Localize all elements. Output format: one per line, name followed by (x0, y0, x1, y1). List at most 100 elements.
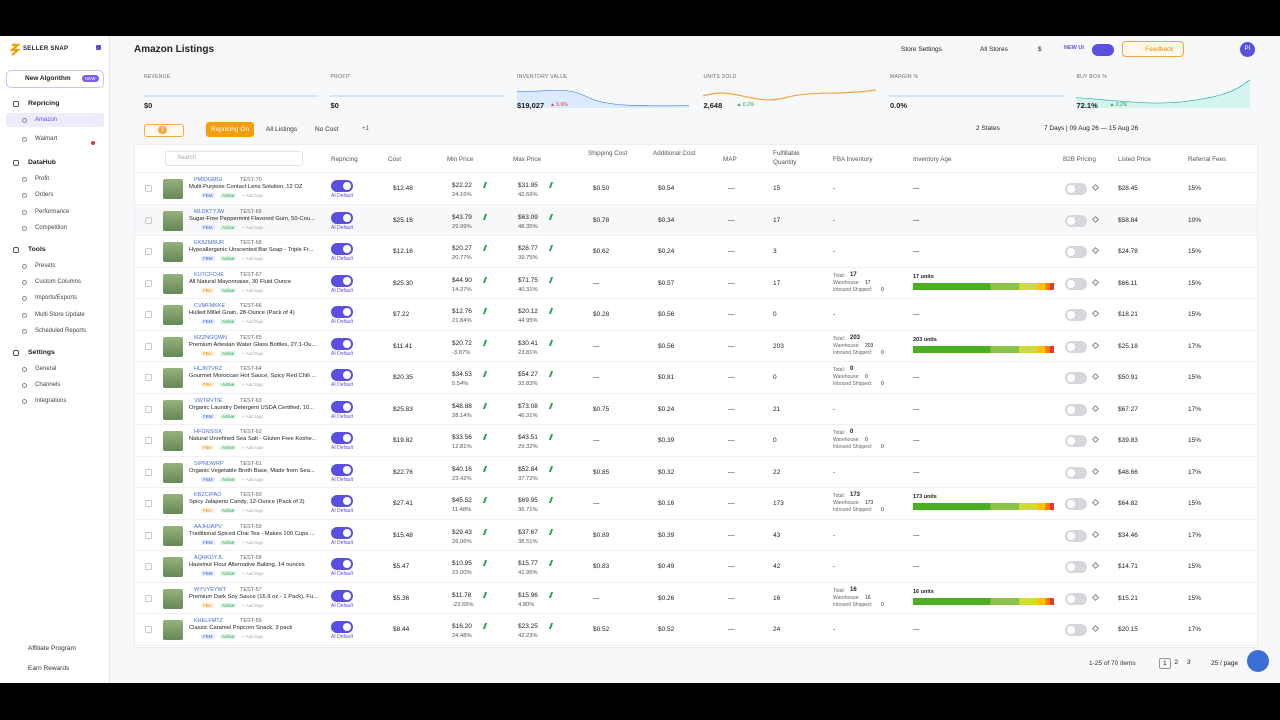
b2b-toggle[interactable] (1065, 214, 1087, 227)
b2b-toggle[interactable] (1065, 309, 1087, 321)
add-tags[interactable]: + Add tags (242, 602, 264, 608)
product-title[interactable]: All Natural Mayonnaise, 30 Fluid Ounce (189, 278, 292, 285)
footer-link[interactable]: Earn Rewards (28, 665, 70, 672)
page-button[interactable]: 3 (1187, 659, 1191, 666)
repricing-toggle[interactable] (331, 495, 353, 507)
page-button[interactable]: 1 (1159, 658, 1171, 669)
page-size[interactable]: 25 / page (1211, 660, 1239, 667)
b2b-toggle[interactable] (1065, 277, 1087, 290)
repricing-toggle[interactable] (331, 589, 353, 602)
repricing-toggle[interactable] (331, 337, 353, 350)
edit-icon[interactable] (1091, 561, 1100, 570)
nav-item[interactable]: Scheduled Reports (35, 328, 87, 335)
nav-item[interactable]: Profit (35, 176, 50, 182)
row-checkbox[interactable] (145, 248, 152, 255)
edit-icon[interactable] (1091, 498, 1100, 507)
add-tags[interactable]: + Add tags (242, 319, 264, 324)
nav-item[interactable]: Multi Store Update (35, 311, 85, 318)
nav-item[interactable]: Walmart (35, 136, 58, 142)
nav-item[interactable]: General (35, 365, 57, 372)
repricing-toggle[interactable] (331, 463, 353, 476)
b2b-toggle[interactable] (1065, 435, 1087, 447)
edit-icon[interactable] (1091, 183, 1100, 192)
add-tags[interactable]: + Add tags (242, 193, 264, 198)
nav-section[interactable]: Tools (28, 245, 46, 253)
chat-button[interactable] (1247, 650, 1269, 672)
asin[interactable]: EK8ZMBUR (194, 240, 224, 246)
repricing-on[interactable]: Repricing On (206, 122, 254, 137)
new-ui-toggle[interactable] (1092, 44, 1114, 56)
edit-icon[interactable] (1091, 435, 1100, 444)
row-checkbox[interactable] (145, 342, 152, 350)
repricing-toggle[interactable] (331, 306, 353, 318)
search-placeholder[interactable]: Search (177, 155, 197, 161)
b2b-toggle[interactable] (1065, 340, 1087, 353)
nav-item[interactable]: Orders (35, 192, 54, 199)
asin[interactable]: SIPNDWRP (194, 460, 224, 467)
new-algorithm-button[interactable]: New Algorithm NEW (6, 70, 104, 88)
product-title[interactable]: Organic Laundry Detergent USDA Certified… (189, 404, 315, 411)
repricing-toggle[interactable] (331, 369, 353, 381)
row-checkbox[interactable] (145, 500, 152, 507)
edit-icon[interactable] (1091, 467, 1100, 475)
add-tags[interactable]: + Add tags (242, 508, 264, 513)
b2b-toggle[interactable] (1065, 403, 1087, 416)
asin[interactable]: HFGNSISK (194, 429, 223, 435)
row-checkbox[interactable] (145, 311, 152, 318)
product-title[interactable]: Hulled Millet Grain, 28-Ounce (Pack of 4… (189, 310, 295, 316)
asin[interactable]: PMIDGMGI (194, 177, 223, 183)
feedback-button[interactable]: Feedback (1122, 41, 1184, 57)
repricing-toggle[interactable] (331, 180, 353, 192)
product-title[interactable]: Spicy Jalapeno Candy, 12-Ounce (Pack of … (189, 499, 305, 505)
nav-item[interactable]: Amazon (35, 117, 58, 123)
nav-item[interactable]: Integrations (35, 398, 67, 405)
b2b-toggle[interactable] (1065, 624, 1087, 636)
row-checkbox[interactable] (145, 594, 152, 602)
date-range[interactable]: 7 Days | 09 Aug 26 — 15 Aug 26 (1044, 125, 1139, 132)
repricing-toggle[interactable] (331, 558, 353, 570)
footer-link[interactable]: Affiliate Program (28, 645, 76, 652)
avatar[interactable]: PI (1240, 42, 1255, 57)
store-settings[interactable]: Store Settings (901, 46, 942, 53)
asin[interactable]: VWTRVTIE (194, 397, 223, 404)
b2b-toggle[interactable] (1065, 592, 1087, 605)
page-button[interactable]: 2 (1174, 659, 1179, 666)
nav-item[interactable]: Imports/Exports (35, 295, 78, 302)
asin[interactable]: HLJNTVRZ (194, 366, 223, 372)
repricing-toggle[interactable] (331, 432, 353, 444)
row-checkbox[interactable] (145, 374, 152, 381)
product-title[interactable]: Premium Dark Soy Sauce (16.9 oz - 1 Pack… (189, 593, 318, 600)
all-stores[interactable]: All Stores (980, 46, 1008, 53)
product-title[interactable]: Hypoallergenic Unscented Bar Soap - Trip… (189, 247, 314, 253)
add-tags[interactable]: + Add tags (242, 413, 264, 419)
row-checkbox[interactable] (145, 437, 152, 444)
row-checkbox[interactable] (145, 563, 152, 570)
asin[interactable]: KUTCFCHE (194, 271, 224, 278)
add-tags[interactable]: + Add tags (242, 350, 264, 356)
asin[interactable]: KBZCIPAO (194, 492, 222, 498)
row-checkbox[interactable] (145, 216, 152, 224)
edit-icon[interactable] (1091, 341, 1100, 349)
edit-icon[interactable] (1091, 404, 1100, 412)
repricing-toggle[interactable] (331, 526, 353, 539)
currency[interactable]: $ (1038, 46, 1042, 53)
b2b-toggle[interactable] (1065, 529, 1087, 542)
product-title[interactable]: Sugar-Free Peppermint Flavored Gum, 50-C… (189, 215, 315, 222)
asin[interactable]: AAJHJAPV (194, 523, 222, 530)
asin[interactable]: AQRKDYJL (194, 555, 224, 561)
add-tags[interactable]: + Add tags (242, 224, 264, 230)
product-title[interactable]: Premium Artesian Water Glass Bottles, 27… (189, 341, 317, 348)
product-title[interactable]: Classic Caramel Popcorn Snack, 3 pack (189, 625, 293, 631)
nav-section[interactable]: Repricing (28, 100, 60, 107)
row-checkbox[interactable] (145, 468, 152, 476)
nav-item[interactable]: Custom Columns (35, 279, 82, 285)
no-cost[interactable]: No Cost (315, 126, 339, 133)
edit-icon[interactable] (1091, 530, 1100, 538)
add-tags[interactable]: + Add tags (242, 634, 264, 639)
product-title[interactable]: Hazelnut Flour Alternative Baking, 14 ou… (189, 562, 305, 568)
nav-item[interactable]: Presets (35, 262, 56, 269)
repricing-toggle[interactable] (331, 243, 353, 255)
all-listings[interactable]: All Listings (266, 126, 298, 133)
nav-section[interactable]: Settings (28, 348, 55, 356)
repricing-toggle[interactable] (331, 274, 353, 287)
